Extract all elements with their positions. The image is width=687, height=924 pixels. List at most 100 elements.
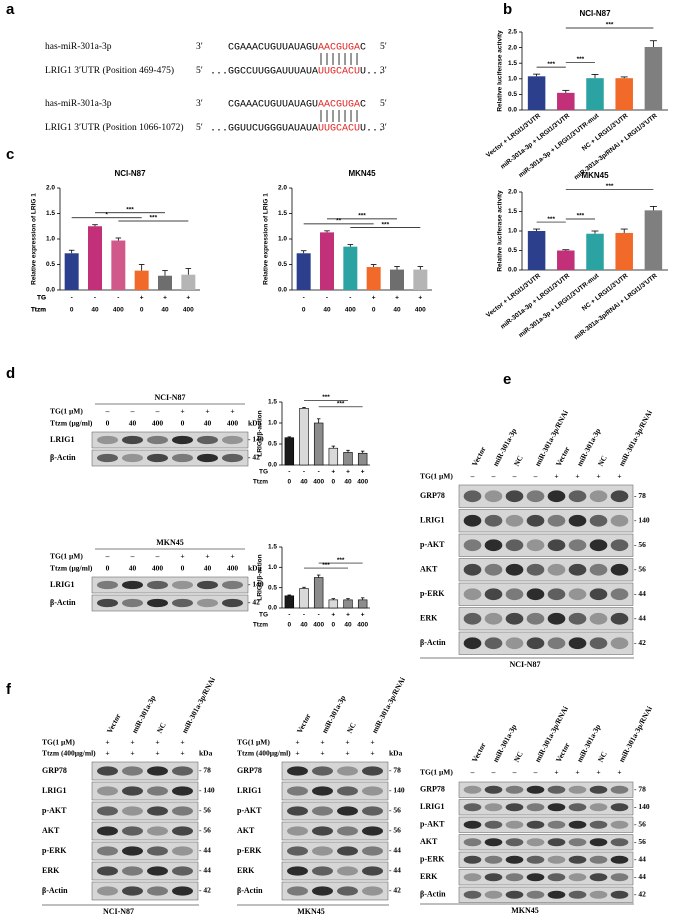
error-bar (347, 244, 354, 247)
error-bar (533, 73, 541, 77)
error-bar (287, 594, 292, 596)
blot-band (505, 612, 524, 625)
chart-title: NCI-N87 (114, 169, 146, 178)
blot-band (463, 514, 482, 527)
sequence-end: 5′ (380, 42, 387, 52)
sequence-end: 5′ (380, 99, 387, 109)
kda-label: - 44 (199, 866, 211, 875)
x-tick-label: Vector + LRGI1/3'UTR (485, 272, 542, 319)
kda-label: - 44 (389, 866, 401, 875)
seed-sequence: UUGCACU (318, 124, 360, 135)
blot-band (568, 514, 587, 527)
significance-label: *** (577, 56, 585, 63)
bar (181, 274, 196, 290)
sequence-end: 3′ (196, 99, 203, 109)
blot-band (463, 820, 482, 829)
condition-label: Ttzm (µg/ml) (50, 564, 93, 573)
blot-band (505, 873, 524, 882)
condition-mark: – (533, 472, 538, 481)
blot-band (463, 873, 482, 882)
error-bar (360, 450, 365, 454)
protein-label: LRIG1 (420, 516, 444, 525)
condition-mark: + (370, 749, 374, 758)
blot-band (568, 637, 587, 650)
y-tick-label: 0.0 (508, 107, 517, 114)
condition-mark: – (491, 768, 496, 777)
error-bar (324, 230, 330, 233)
condition-mark: – (155, 552, 160, 561)
blot-strip (281, 761, 389, 781)
panel-label: b (503, 1, 512, 18)
bar (296, 253, 311, 290)
blot-band (589, 514, 608, 527)
blot-band (172, 786, 193, 796)
blot-band (197, 435, 218, 445)
condition-mark: 400 (227, 564, 239, 573)
condition-mark: – (130, 407, 135, 416)
blot-band (589, 803, 608, 812)
x-tick-label: 40 (300, 479, 308, 486)
blot-band (312, 826, 333, 836)
x-tick-label: 400 (357, 479, 368, 486)
condition-label: Ttzm (µg/ml) (50, 419, 93, 428)
bar (134, 270, 149, 290)
protein-label: GRP78 (42, 766, 67, 775)
blot-band (526, 873, 545, 882)
blot-band (547, 803, 566, 812)
tg-row-label: TG (37, 295, 46, 302)
condition-mark: 0 (181, 419, 185, 428)
bar (328, 599, 339, 609)
condition-mark: – (491, 472, 496, 481)
tg-mark: + (331, 469, 335, 476)
x-tick-label: 0 (332, 622, 336, 629)
blot-band (147, 826, 168, 836)
error-bar (68, 249, 75, 254)
bar (284, 437, 295, 466)
lane-label: miR-301a-3p (320, 694, 348, 735)
condition-mark: + (554, 472, 558, 481)
blot-band (610, 539, 629, 552)
blot-band (610, 873, 629, 882)
blot-band (568, 873, 587, 882)
kda-label: - 44 (634, 854, 646, 863)
protein-label: p-ERK (237, 846, 262, 855)
protein-label: p-ERK (42, 846, 67, 855)
protein-label: GRP78 (237, 766, 262, 775)
condition-mark: 40 (129, 419, 137, 428)
bar (284, 595, 295, 609)
blot-band (505, 539, 524, 552)
blot-band (172, 846, 193, 856)
protein-label: β-Actin (420, 638, 446, 647)
kda-label: - 78 (634, 491, 646, 500)
blot-band (589, 820, 608, 829)
kda-label: - 44 (634, 613, 646, 622)
tg-mark: + (372, 295, 376, 302)
bar (390, 269, 404, 290)
blot-band (547, 563, 566, 576)
blot-strip (458, 799, 634, 816)
condition-mark: + (130, 749, 134, 758)
blot-band (547, 820, 566, 829)
sequence-name: has-miR-301a-3p (45, 42, 112, 52)
tg-mark: - (303, 295, 305, 302)
significance-label: *** (547, 216, 555, 223)
blot-band (484, 855, 503, 864)
x-tick-label: Vector + LRGI1/3'UTR (485, 112, 542, 159)
bar (313, 577, 324, 609)
blot-band (197, 580, 218, 590)
panel-label: f (6, 681, 12, 698)
significance-label: *** (547, 61, 555, 68)
blot-band (610, 838, 629, 847)
protein-label: p-AKT (42, 806, 67, 815)
tg-row-label: TG (37, 295, 46, 302)
protein-label: ERK (42, 866, 60, 875)
sequence-name: LRIG1 3′UTR (Position 469-475) (45, 65, 174, 76)
bar (343, 452, 353, 466)
y-tick-label: 1.5 (268, 544, 277, 551)
y-tick-label: 2.0 (46, 185, 55, 192)
blot-band (484, 612, 503, 625)
protein-label: ERK (420, 872, 438, 881)
condition-mark: + (295, 738, 299, 747)
blot-band (172, 806, 193, 816)
y-tick-label: 0.5 (46, 261, 55, 268)
